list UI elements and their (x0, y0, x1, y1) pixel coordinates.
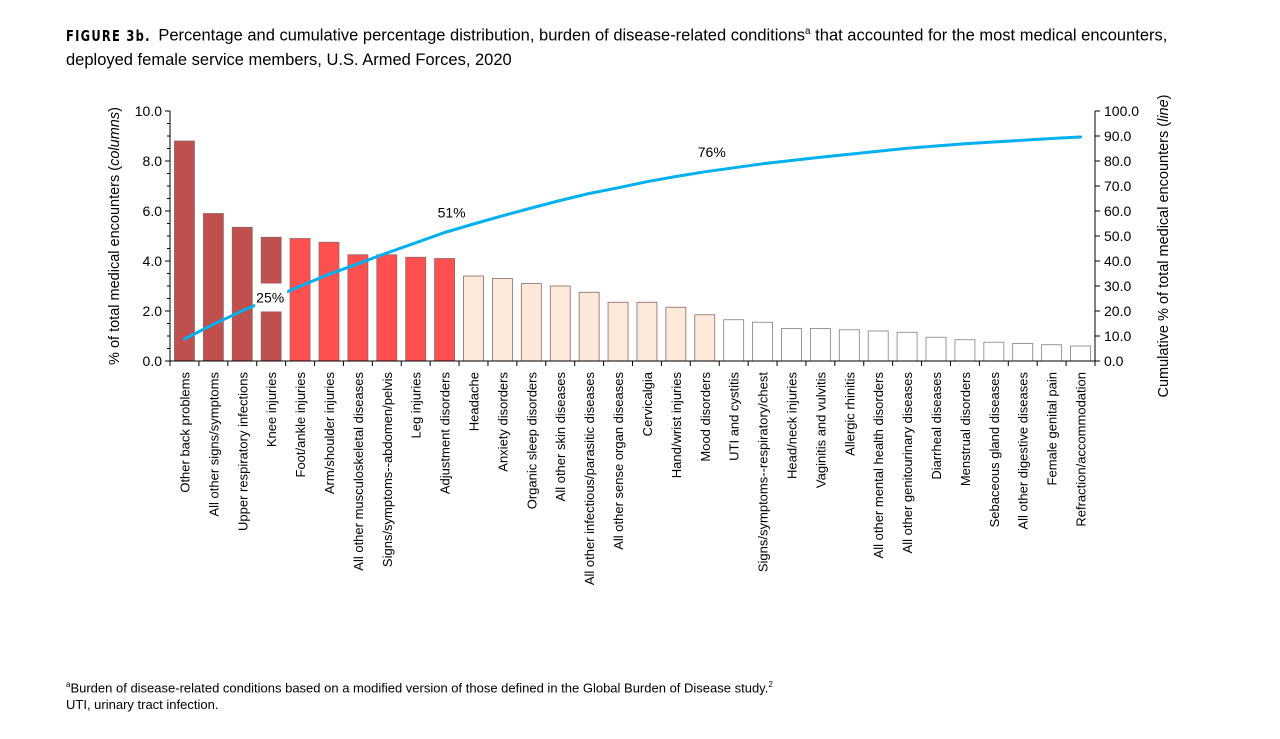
title-superscript: a (805, 26, 811, 37)
x-tick-label: Female genital pain (1045, 372, 1060, 485)
footnotes: aBurden of disease-related conditions ba… (66, 676, 773, 713)
y-right-tick-label: 70.0 (1104, 178, 1131, 194)
y-right-tick-label: 100.0 (1104, 103, 1139, 119)
bar (463, 275, 484, 362)
x-tick-label: Hand/wrist injuries (669, 372, 684, 479)
y-left-tick-label: 2.0 (143, 303, 163, 319)
footnote-a: aBurden of disease-related conditions ba… (66, 680, 773, 696)
x-tick-label: All other sense organ diseases (611, 372, 626, 550)
x-tick-label: Knee injuries (264, 372, 279, 448)
footnote-uti: UTI, urinary tract infection. (66, 697, 219, 713)
bar (983, 341, 1005, 362)
bar (954, 339, 976, 362)
x-tick-label: Anxiety disorders (495, 372, 510, 472)
bar (549, 285, 571, 362)
x-tick-label: Adjustment disorders (438, 372, 453, 495)
y-right-tick-label: 30.0 (1104, 278, 1131, 294)
title-text-cont: that accounted for the most medical enco… (66, 26, 1168, 69)
x-tick-label: Allergic rhinitis (842, 372, 857, 456)
y-right-tick-label: 40.0 (1104, 253, 1131, 269)
x-tick-label: All other skin diseases (553, 372, 568, 502)
x-tick-label: Arm/shoulder injuries (322, 372, 337, 495)
bar (405, 256, 427, 362)
y-right-tick-label: 0.0 (1104, 353, 1124, 369)
annotation-label: 51% (438, 205, 466, 221)
x-tick-label: Foot/ankle injuries (293, 372, 308, 478)
bar (1041, 344, 1063, 362)
bar (752, 321, 773, 362)
y-right-tick-label: 10.0 (1104, 328, 1131, 344)
y-right-tick-label: 20.0 (1104, 303, 1131, 319)
bar (202, 213, 224, 362)
x-tick-label: Headache (467, 372, 482, 431)
figure-title: FIGURE 3b. Percentage and cumulative per… (66, 20, 1226, 72)
x-tick-label: Other back problems (177, 372, 192, 493)
x-tick-label: Diarrheal diseases (929, 372, 944, 480)
x-tick-label: Cervicalgia (640, 371, 655, 436)
bar (578, 291, 600, 362)
bar (174, 140, 195, 362)
annotation-bg (255, 283, 288, 312)
annotation-label: 76% (698, 144, 726, 160)
x-tick-label: Sebaceous gland diseases (987, 372, 1002, 528)
y-axis-right-label: Cumulative % of total medical encounters… (1156, 94, 1172, 397)
x-tick-label: All other signs/symptoms (206, 372, 221, 517)
bar (607, 301, 629, 362)
y-axis-left-label: % of total medical encounters (columns) (107, 107, 123, 365)
x-tick-label: Organic sleep disorders (524, 372, 539, 510)
x-tick-label: All other musculoskeletal diseases (351, 372, 366, 571)
bar (925, 336, 947, 362)
y-left-tick-label: 8.0 (143, 153, 163, 169)
y-right-tick-label: 90.0 (1104, 128, 1131, 144)
x-tick-label: All other digestive diseases (1016, 372, 1031, 530)
bar (376, 254, 398, 362)
figure-label: FIGURE 3b. (66, 26, 151, 45)
x-tick-label: Head/neck injuries (784, 372, 799, 479)
bar (231, 226, 253, 362)
x-tick-label: Leg injuries (409, 372, 424, 439)
y-right-tick-label: 50.0 (1104, 228, 1131, 244)
bar (1070, 345, 1091, 362)
bar (636, 301, 658, 362)
x-tick-label: All other infectious/parasitic diseases (582, 372, 597, 586)
bar (867, 330, 889, 362)
title-text: Percentage and cumulative percentage dis… (158, 26, 806, 45)
bar (492, 278, 513, 362)
x-tick-label: Signs/symptoms--respiratory/chest (756, 372, 771, 572)
bar (520, 283, 542, 362)
x-tick-label: UTI and cystitis (727, 372, 742, 461)
y-left-tick-label: 0.0 (143, 353, 163, 369)
y-left-tick-label: 10.0 (135, 103, 162, 119)
bar (434, 258, 456, 362)
bar (289, 238, 311, 362)
x-tick-label: All other mental health disorders (871, 372, 886, 559)
y-left-tick-label: 4.0 (143, 253, 163, 269)
bar (896, 331, 918, 362)
x-tick-label: Signs/symptoms--abdomen/pelvis (380, 372, 395, 568)
x-tick-label: All other genitourinary diseases (900, 372, 915, 554)
cumulative-line (183, 135, 1082, 341)
x-tick-label: Mood disorders (698, 372, 713, 462)
y-left-tick-label: 6.0 (143, 203, 163, 219)
bar (781, 328, 802, 362)
bar (1012, 343, 1034, 362)
bar (318, 241, 340, 362)
bar (347, 254, 369, 362)
bar (809, 328, 831, 362)
x-tick-label: Refraction/accommodation (1074, 372, 1089, 527)
y-right-tick-label: 80.0 (1104, 153, 1131, 169)
bar (665, 306, 687, 362)
bar (694, 314, 716, 362)
annotation-label: 25% (256, 290, 284, 306)
x-tick-label: Menstrual disorders (958, 372, 973, 487)
x-tick-label: Upper respiratory infections (235, 372, 250, 531)
bar (838, 329, 860, 362)
bar (723, 319, 745, 362)
y-right-tick-label: 60.0 (1104, 203, 1131, 219)
x-tick-label: Vaginitis and vulvitis (813, 372, 828, 489)
